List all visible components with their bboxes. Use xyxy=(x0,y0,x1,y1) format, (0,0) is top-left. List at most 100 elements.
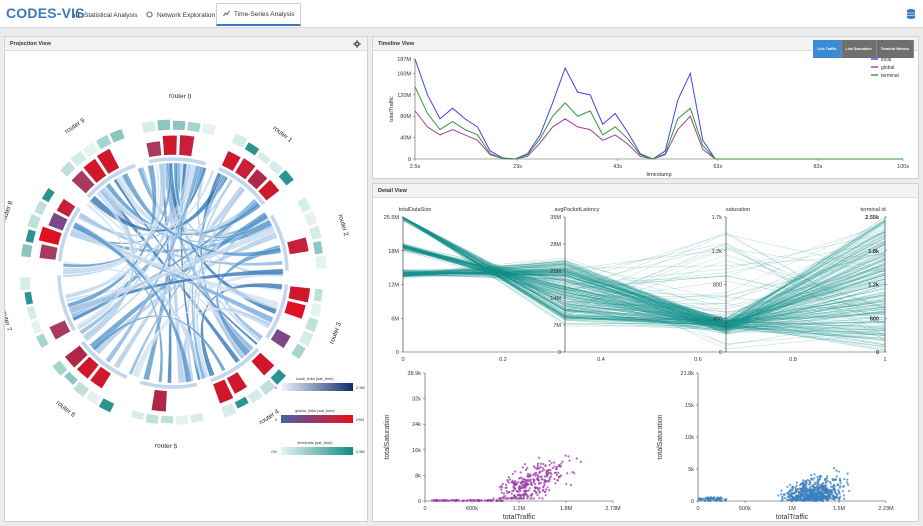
database-icon[interactable] xyxy=(905,7,917,19)
scatter-point xyxy=(566,472,569,475)
scatter-point xyxy=(842,484,846,488)
pcp-line xyxy=(402,245,886,326)
scatter-point xyxy=(838,492,841,495)
pcp-line xyxy=(402,216,886,324)
app-brand[interactable]: CODES-VIS xyxy=(6,5,85,21)
pcp-line xyxy=(402,275,886,335)
terminal-bar xyxy=(172,120,186,131)
pcp-line xyxy=(402,228,886,332)
scatter-point xyxy=(520,482,524,485)
scatter-point xyxy=(538,482,541,485)
terminal-bar xyxy=(308,224,323,241)
terminal-bar xyxy=(220,402,238,419)
link-saturation-button[interactable]: Link Saturation xyxy=(841,40,877,58)
pcp-line xyxy=(402,247,886,325)
scatter-point xyxy=(515,482,519,485)
pcp-line xyxy=(402,218,886,324)
terminal-bar xyxy=(304,316,320,333)
scatter-point xyxy=(445,499,449,502)
terminal-metrics-button[interactable]: Terminal Metrics xyxy=(876,40,914,58)
global-link-bar xyxy=(283,300,307,320)
line-chart-icon xyxy=(223,10,230,19)
scatter-point xyxy=(538,456,541,459)
pcp-tick-label: 1.7k xyxy=(712,215,723,221)
x-tick-label: 100s xyxy=(897,164,909,170)
scatter-point xyxy=(810,477,813,481)
top-navbar: CODES-VIS Statistical Analysis Network E… xyxy=(0,0,923,28)
scatter-point xyxy=(820,487,824,490)
local-link-ring xyxy=(209,347,260,383)
pcp-line xyxy=(402,242,886,324)
scatter-point xyxy=(810,495,813,498)
pcp-line xyxy=(402,259,886,327)
scatter-point xyxy=(818,486,821,489)
pcp-line xyxy=(402,217,886,328)
pcp-bottom-tick: 0.8 xyxy=(789,357,797,363)
terminal-bar xyxy=(20,243,33,258)
scatter-point xyxy=(797,491,800,494)
gear-icon[interactable] xyxy=(353,40,361,48)
pcp-line xyxy=(402,248,886,327)
scatter-point xyxy=(801,484,804,487)
panel-title: Timeline View xyxy=(378,41,415,47)
pcp-line xyxy=(402,247,886,324)
scatter-point xyxy=(832,487,836,490)
scatter-point xyxy=(799,492,802,495)
scatter-plot-2[interactable]: 0 5k 10k 15k 21.8k 0 500k 1M 1.5M 2.23M totalTraff… xyxy=(646,367,918,522)
pcp-line xyxy=(402,272,886,325)
legend-gradient xyxy=(281,383,353,391)
scatter-point xyxy=(542,462,545,466)
scatter-point xyxy=(498,497,501,500)
pcp-line xyxy=(402,273,886,346)
router-label: router 4 xyxy=(258,408,281,426)
scatter-point xyxy=(495,499,499,502)
pcp-line xyxy=(402,226,886,323)
pcp-line xyxy=(402,246,886,340)
scatter-point xyxy=(513,482,517,485)
terminal-bar xyxy=(201,122,217,137)
scatter-point xyxy=(544,494,547,497)
pcp-line xyxy=(402,247,886,322)
terminal-bar xyxy=(244,141,260,157)
global-link-bar xyxy=(286,236,310,255)
pcp-line xyxy=(402,220,886,320)
pcp-line xyxy=(402,244,886,329)
scatter-point xyxy=(567,455,570,458)
global-link-bar xyxy=(150,389,168,413)
scatter-point xyxy=(812,485,815,488)
scatter-point xyxy=(807,489,810,492)
scatter-point xyxy=(790,495,793,498)
parallel-coordinates-chart[interactable]: totalDataSize 25.5M 18M 12M 6M 0 avgPacketLate… xyxy=(373,199,918,369)
tab-network-exploration[interactable]: Network Exploration xyxy=(139,3,222,26)
pcp-line xyxy=(402,270,886,322)
scatter-point xyxy=(800,494,803,497)
chord-diagram[interactable]: router 0 router 1 router 2 router 3 router 4… xyxy=(5,51,367,521)
scatter-point xyxy=(544,480,548,483)
pcp-line xyxy=(402,245,886,324)
pcp-line xyxy=(402,219,886,326)
scatter-point xyxy=(544,464,547,467)
scatter-point xyxy=(517,480,520,484)
scatter-plot-1[interactable]: 0 8k 16k 24k 32k 38.9k 0 600k 1.2M 1.8M 2.73M total… xyxy=(373,367,645,522)
scatter-point xyxy=(555,467,558,470)
link-traffic-button[interactable]: Link Traffic xyxy=(813,40,842,58)
pcp-axis-name: terminal id xyxy=(860,207,885,213)
legend-entry: global xyxy=(881,65,894,71)
global-link-bar xyxy=(162,135,178,156)
local-link-ring xyxy=(86,163,137,199)
scatter-point xyxy=(824,478,827,481)
scatter-point xyxy=(568,459,571,462)
pcp-line xyxy=(402,245,886,329)
scatter-point xyxy=(430,499,434,502)
scatter-point xyxy=(526,467,529,470)
pcp-line xyxy=(402,218,886,330)
scatter-point xyxy=(533,483,537,486)
tab-time-series-analysis[interactable]: Time-Series Analysis xyxy=(216,3,302,26)
pcp-line xyxy=(402,245,886,325)
scatter-point xyxy=(814,486,817,489)
x-tick-label: 2.5s xyxy=(410,164,421,170)
scatter-point xyxy=(504,494,507,498)
scatter-point xyxy=(508,478,512,481)
tab-statistical-analysis[interactable]: Statistical Analysis xyxy=(66,3,144,26)
timeline-chart[interactable]: 0 40M 80M 120M 160M 187M 2.5s 23s 43s 63s 83s 100s t… xyxy=(373,51,918,178)
